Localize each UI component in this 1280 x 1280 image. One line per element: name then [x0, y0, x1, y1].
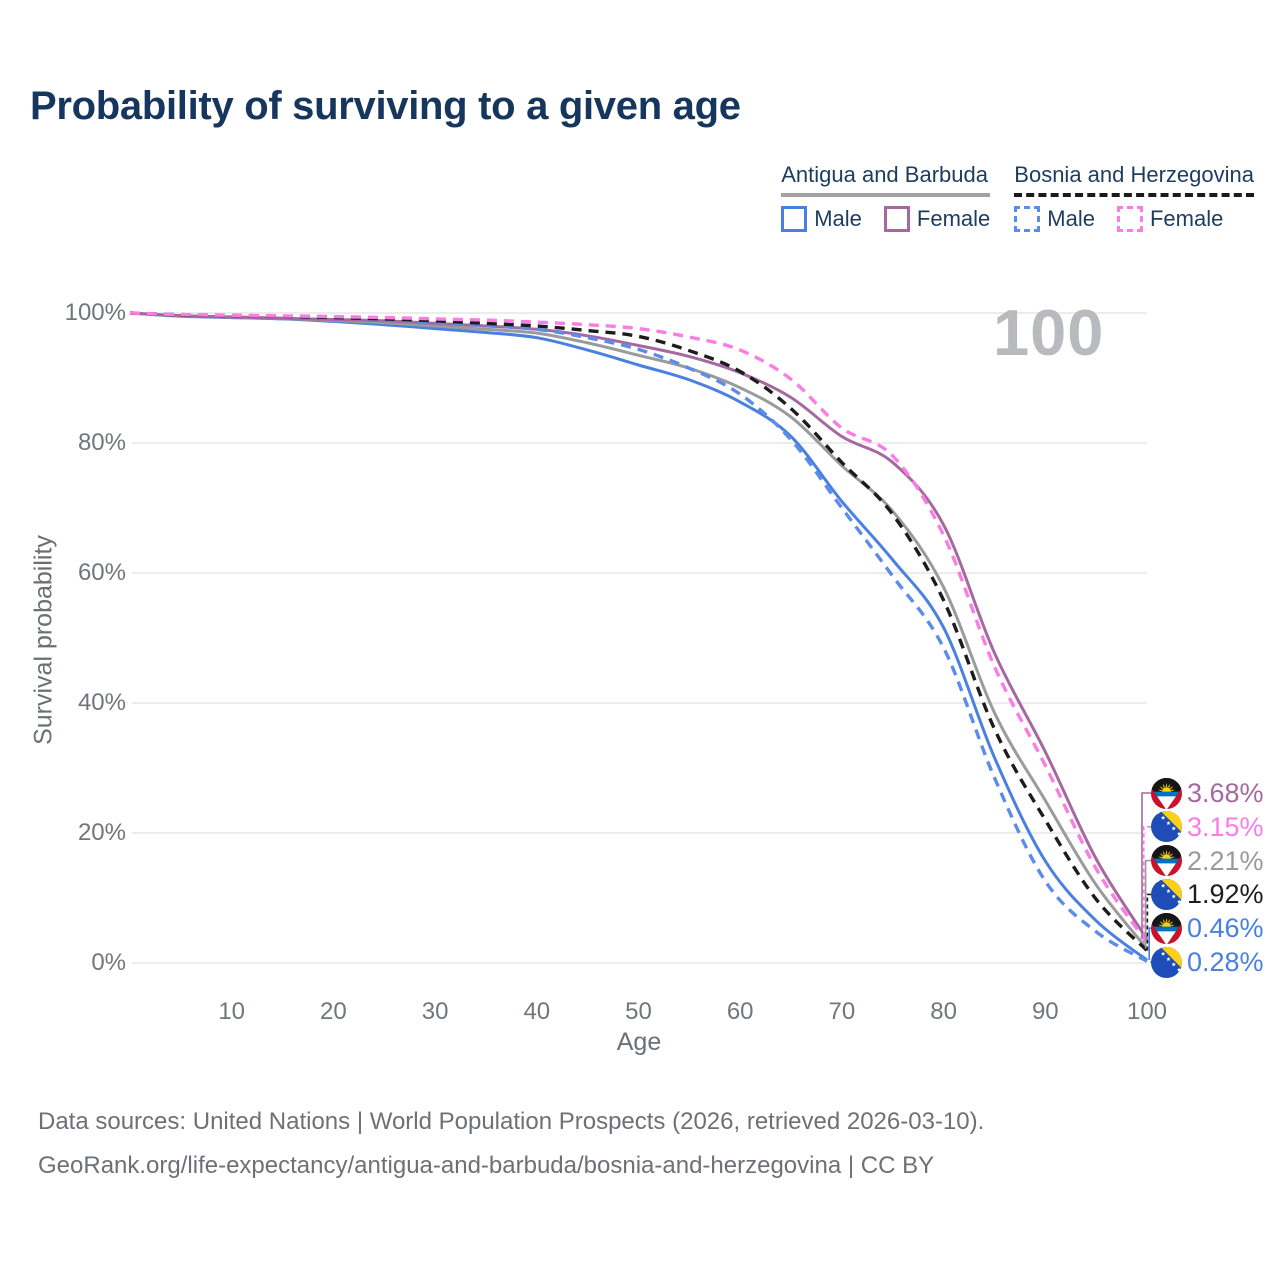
chart-title: Probability of surviving to a given age: [30, 84, 741, 128]
legend-group-bosnia-and-herzegovina: Bosnia and Herzegovina Male Female: [1014, 162, 1254, 232]
bosnia-female-swatch-icon: [1116, 206, 1143, 232]
x-tick-label: 90: [1031, 998, 1059, 1025]
x-tick-label: 20: [320, 998, 347, 1025]
y-tick-label: 60%: [77, 559, 126, 586]
series-line-bosnia-both: [129, 311, 1149, 952]
x-tick-label: 10: [218, 998, 246, 1025]
x-tick-label: 80: [930, 998, 957, 1025]
y-tick-label: 100%: [64, 299, 126, 326]
leader-line-antigua-both: [1144, 859, 1152, 949]
leader-line-bosnia-both: [1146, 893, 1152, 951]
legend-items-antigua: Male Female: [781, 206, 990, 232]
age-100-watermark: 100: [993, 296, 1105, 369]
x-tick-label: 40: [523, 998, 551, 1025]
legend-country-antigua-and-barbuda: Antigua and Barbuda: [781, 162, 991, 197]
y-tick-label: 20%: [77, 819, 126, 846]
legend-item-antigua-female[interactable]: Female: [883, 206, 991, 232]
x-tick-label: 30: [421, 998, 449, 1025]
leader-line-bosnia-female: [1143, 825, 1152, 943]
y-tick-label: 0%: [91, 949, 126, 976]
legend-item-label: Male: [814, 206, 862, 231]
series-line-antigua-both: [129, 311, 1149, 950]
footer: Data sources: United Nations | World Pop…: [38, 1100, 984, 1188]
leader-line-antigua-male: [1148, 927, 1152, 960]
series-line-antigua-female: [129, 311, 1149, 940]
x-tick-label: 60: [726, 998, 754, 1025]
series-line-bosnia-male: [129, 311, 1148, 963]
y-tick-label: 40%: [77, 689, 126, 716]
x-axis-label: Age: [616, 1028, 662, 1056]
legend-item-label: Female: [1149, 206, 1224, 231]
series-line-antigua-male: [129, 311, 1148, 962]
legend-item-bosnia-male[interactable]: Male: [1014, 206, 1095, 232]
bosnia-male-swatch-icon: [1014, 206, 1041, 232]
legend-item-antigua-male[interactable]: Male: [781, 206, 862, 232]
y-tick-label: 80%: [77, 429, 126, 456]
x-tick-label: 50: [625, 998, 652, 1025]
x-tick-label: 100: [1126, 998, 1168, 1025]
leader-line-antigua-female: [1141, 792, 1152, 940]
y-axis-ticks: 0% 20% 40% 60% 80% 100%: [0, 0, 126, 1280]
legend-item-label: Female: [916, 206, 991, 231]
series-line-bosnia-female: [129, 311, 1149, 944]
x-axis-ticks: 10 20 30 40 50 60 70 80 90 100: [0, 998, 1280, 1028]
x-tick-label: 70: [828, 998, 856, 1025]
antigua-female-swatch-icon: [883, 206, 910, 232]
legend-country-bosnia-and-herzegovina: Bosnia and Herzegovina: [1014, 162, 1254, 197]
legend-item-label: Male: [1047, 206, 1095, 231]
legend-items-bosnia: Male Female: [1014, 206, 1254, 232]
footer-attribution-url: GeoRank.org/life-expectancy/antigua-and-…: [38, 1152, 935, 1179]
leader-line-bosnia-male: [1150, 961, 1152, 963]
antigua-male-swatch-icon: [781, 206, 808, 232]
legend: Antigua and Barbuda Male Female Bosnia a…: [781, 162, 1254, 232]
legend-item-bosnia-female[interactable]: Female: [1116, 206, 1224, 232]
legend-group-antigua-and-barbuda: Antigua and Barbuda Male Female: [781, 162, 991, 232]
footer-data-sources: Data sources: United Nations | World Pop…: [38, 1108, 985, 1135]
y-axis-label: Survival probability: [29, 535, 58, 745]
